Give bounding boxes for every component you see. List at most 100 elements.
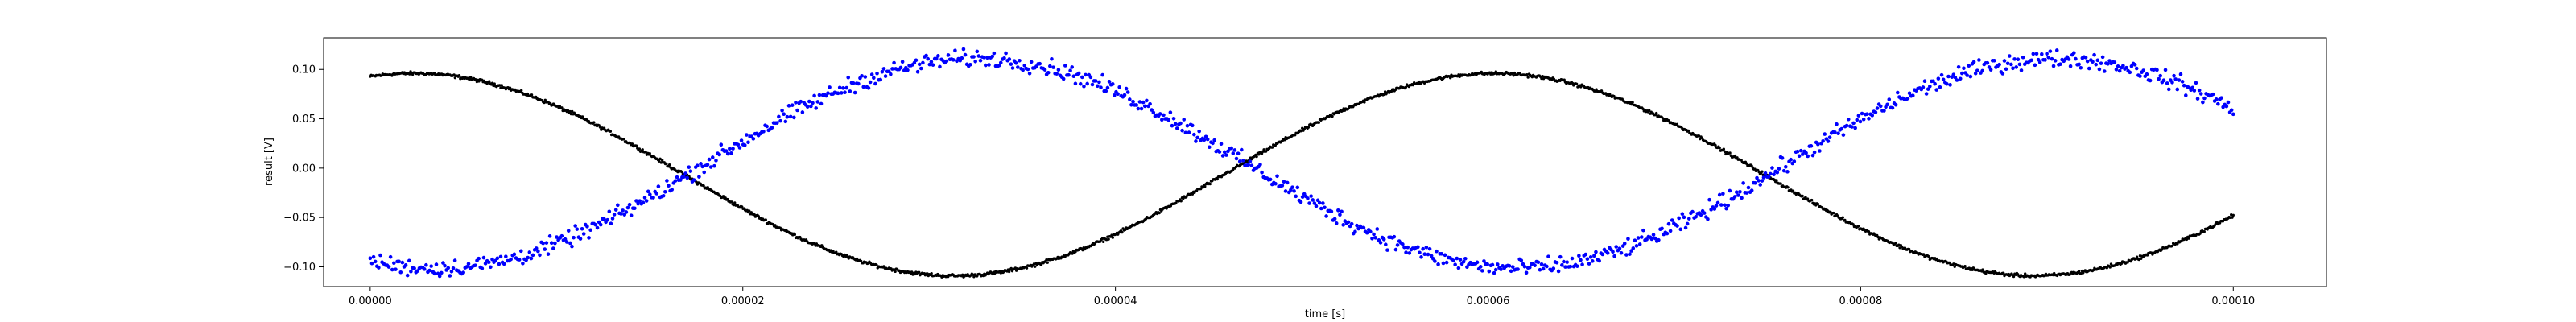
data-point bbox=[1219, 142, 1224, 147]
data-point bbox=[1860, 111, 1864, 116]
data-point bbox=[1295, 185, 1300, 190]
data-point bbox=[1429, 254, 1434, 258]
data-point bbox=[1034, 265, 1037, 268]
data-point bbox=[2211, 92, 2215, 97]
data-point bbox=[927, 62, 932, 67]
data-point bbox=[990, 54, 995, 59]
data-point bbox=[504, 254, 508, 258]
data-point bbox=[2112, 60, 2117, 64]
data-point bbox=[910, 270, 914, 274]
data-point bbox=[1122, 93, 1127, 97]
data-point bbox=[2161, 78, 2166, 83]
data-point bbox=[1554, 260, 1559, 265]
data-point bbox=[1789, 157, 1793, 162]
data-point bbox=[1896, 90, 1900, 95]
data-point bbox=[656, 184, 661, 188]
data-point bbox=[2068, 64, 2073, 68]
data-point bbox=[2172, 73, 2176, 78]
data-point bbox=[987, 63, 991, 67]
data-point bbox=[1141, 100, 1146, 105]
data-point bbox=[1461, 259, 1466, 264]
data-point bbox=[1045, 258, 1048, 262]
data-point bbox=[2120, 262, 2124, 266]
data-point bbox=[1853, 126, 1857, 130]
data-point bbox=[378, 253, 382, 258]
data-point bbox=[1617, 246, 1622, 250]
data-point bbox=[595, 225, 600, 230]
data-point bbox=[2012, 275, 2016, 279]
data-point bbox=[914, 58, 919, 63]
data-point bbox=[2045, 52, 2049, 56]
data-point bbox=[1010, 66, 1015, 70]
data-point bbox=[696, 163, 700, 168]
y-tick-label: 0.05 bbox=[292, 114, 316, 126]
data-point bbox=[663, 189, 667, 194]
data-point bbox=[778, 118, 782, 123]
data-point bbox=[762, 130, 766, 134]
data-point bbox=[1941, 77, 1946, 82]
data-point bbox=[2231, 112, 2235, 117]
data-point bbox=[1922, 253, 1926, 256]
data-point bbox=[543, 98, 547, 101]
data-point bbox=[921, 60, 925, 65]
data-point bbox=[2202, 230, 2206, 233]
data-point bbox=[464, 265, 469, 269]
data-point bbox=[2224, 104, 2229, 109]
data-point bbox=[938, 64, 942, 69]
data-point bbox=[407, 258, 411, 263]
data-point bbox=[658, 157, 662, 161]
data-point bbox=[646, 189, 650, 194]
data-point bbox=[1723, 150, 1727, 154]
data-point bbox=[1683, 225, 1688, 230]
data-point bbox=[733, 201, 737, 204]
data-point bbox=[560, 106, 564, 109]
x-axis: 0.00000 0.00002 0.00004 0.00006 0.00008 0.000… bbox=[349, 287, 2255, 308]
data-point bbox=[1560, 263, 1564, 267]
data-point bbox=[1027, 71, 1032, 76]
data-point bbox=[697, 175, 701, 179]
data-point bbox=[1726, 203, 1731, 208]
data-point bbox=[1624, 253, 1629, 257]
data-point bbox=[1666, 221, 1671, 226]
data-point bbox=[1346, 220, 1351, 225]
plot-area-background bbox=[324, 38, 2326, 287]
data-point bbox=[633, 206, 637, 211]
data-point bbox=[530, 253, 535, 258]
data-point bbox=[585, 225, 589, 229]
data-point bbox=[1699, 213, 1703, 217]
data-point bbox=[1577, 254, 1581, 258]
data-point bbox=[1203, 185, 1207, 188]
data-point bbox=[1205, 137, 1210, 142]
data-point bbox=[2165, 81, 2169, 85]
data-point bbox=[1190, 123, 1195, 128]
data-point bbox=[1570, 256, 1575, 261]
data-point bbox=[1926, 87, 1930, 91]
data-point bbox=[2074, 56, 2078, 61]
data-point bbox=[1714, 143, 1717, 147]
data-point bbox=[397, 259, 401, 264]
data-point bbox=[1007, 57, 1012, 61]
data-point bbox=[388, 254, 393, 259]
data-point bbox=[1575, 82, 1579, 85]
data-point bbox=[1856, 114, 1861, 118]
data-point bbox=[1568, 264, 1573, 269]
data-point bbox=[1382, 93, 1386, 96]
data-point bbox=[641, 148, 644, 151]
data-point bbox=[1111, 236, 1114, 239]
data-point bbox=[2040, 52, 2044, 56]
data-point bbox=[443, 263, 447, 268]
data-point bbox=[1766, 175, 1771, 179]
data-point bbox=[953, 48, 957, 53]
data-point bbox=[1887, 97, 1892, 101]
data-point bbox=[1424, 246, 1429, 250]
data-point bbox=[619, 212, 623, 216]
data-point bbox=[1401, 242, 1405, 246]
data-point bbox=[2005, 61, 2010, 66]
data-point bbox=[1818, 149, 1822, 153]
data-point bbox=[622, 138, 625, 141]
data-point bbox=[461, 270, 465, 275]
data-point bbox=[1407, 251, 1412, 255]
data-point bbox=[1875, 106, 1880, 110]
data-point bbox=[2174, 77, 2178, 81]
data-point bbox=[1042, 68, 1047, 72]
